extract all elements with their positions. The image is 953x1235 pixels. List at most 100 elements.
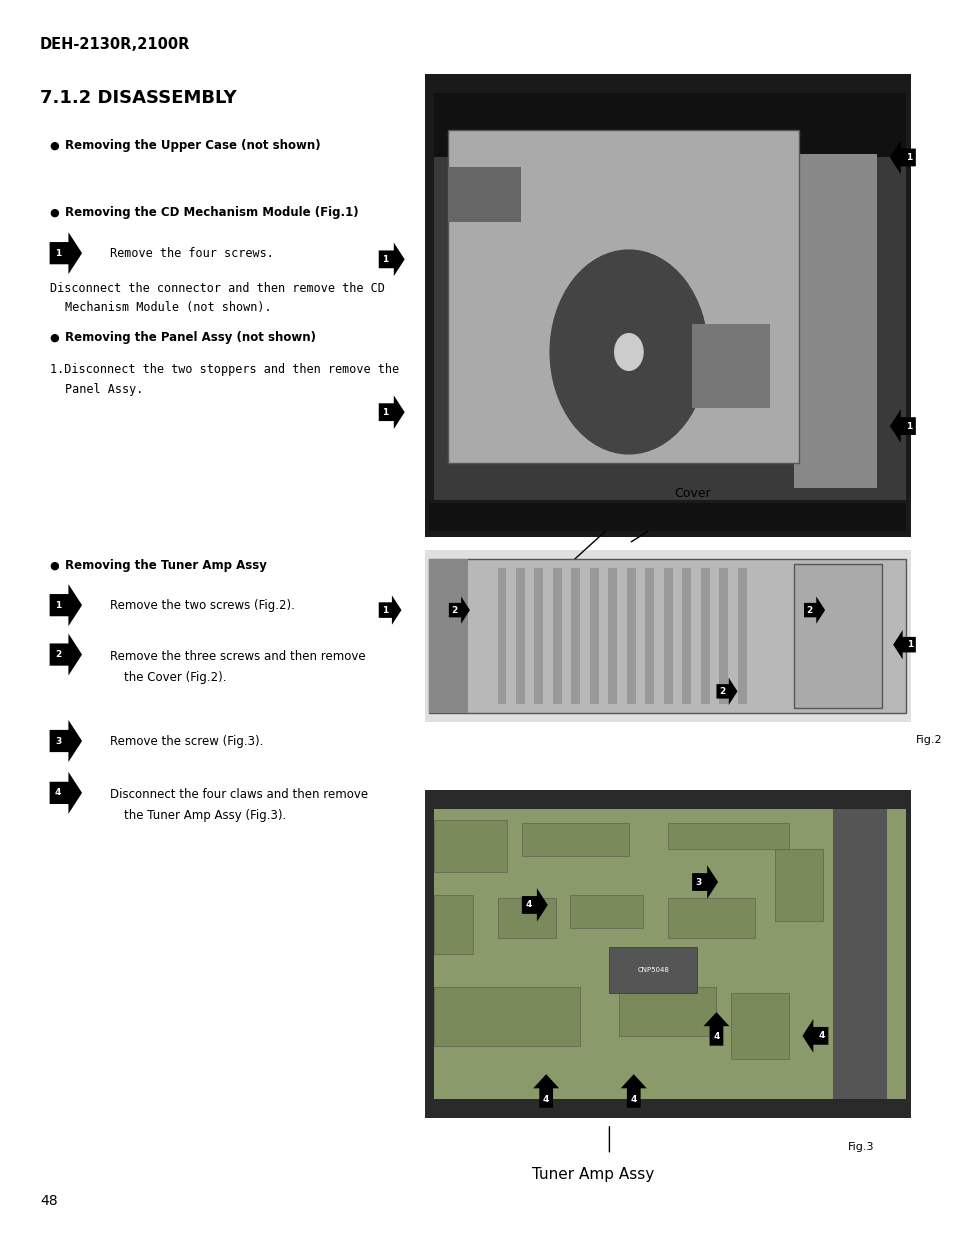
Text: 2: 2: [718, 687, 724, 695]
Polygon shape: [50, 772, 82, 814]
Text: 7.1.2 DISASSEMBLY: 7.1.2 DISASSEMBLY: [40, 89, 236, 107]
Bar: [618, 987, 716, 1036]
Polygon shape: [892, 630, 915, 659]
Text: Panel Assy.: Panel Assy.: [65, 383, 143, 396]
Text: 1: 1: [382, 254, 388, 264]
Text: ●: ●: [50, 332, 59, 342]
Bar: [434, 93, 905, 158]
Text: 1: 1: [906, 640, 912, 650]
Polygon shape: [50, 634, 82, 676]
Text: 4: 4: [818, 1031, 824, 1040]
Polygon shape: [803, 597, 824, 624]
Text: CNP5048: CNP5048: [637, 967, 668, 973]
Text: Remove the screw (Fig.3).: Remove the screw (Fig.3).: [110, 735, 263, 747]
Polygon shape: [448, 597, 470, 624]
Text: Removing the CD Mechanism Module (Fig.1): Removing the CD Mechanism Module (Fig.1): [65, 206, 358, 219]
Polygon shape: [716, 678, 737, 705]
Text: 4: 4: [542, 1094, 549, 1104]
Text: Removing the Panel Assy (not shown): Removing the Panel Assy (not shown): [65, 331, 315, 343]
Text: 1: 1: [55, 600, 61, 610]
Text: Fig.2: Fig.2: [915, 735, 942, 745]
Bar: [737, 568, 746, 704]
Text: Remove the two screws (Fig.2).: Remove the two screws (Fig.2).: [110, 599, 294, 611]
Text: Removing the Tuner Amp Assy: Removing the Tuner Amp Assy: [65, 559, 267, 572]
Polygon shape: [889, 409, 915, 443]
Bar: [667, 823, 788, 850]
Polygon shape: [378, 595, 401, 625]
Text: 1.Disconnect the two stoppers and then remove the: 1.Disconnect the two stoppers and then r…: [50, 363, 398, 377]
Circle shape: [550, 249, 707, 454]
Text: ●: ●: [50, 561, 59, 571]
Text: Fig.1: Fig.1: [842, 568, 868, 578]
Polygon shape: [533, 1074, 558, 1108]
Text: 4: 4: [713, 1032, 719, 1041]
Bar: [663, 568, 672, 704]
Text: Fig.3: Fig.3: [847, 1142, 873, 1152]
Text: Removing the Upper Case (not shown): Removing the Upper Case (not shown): [65, 140, 320, 152]
Bar: [429, 559, 905, 713]
Bar: [429, 559, 468, 713]
Polygon shape: [620, 1074, 646, 1108]
Bar: [448, 130, 798, 463]
Bar: [434, 99, 905, 500]
Bar: [589, 568, 598, 704]
Bar: [692, 325, 769, 408]
Bar: [424, 790, 910, 1118]
Bar: [667, 898, 755, 937]
Text: 3: 3: [55, 736, 61, 746]
Bar: [534, 568, 542, 704]
Bar: [609, 947, 697, 993]
Polygon shape: [801, 1019, 827, 1052]
Bar: [571, 568, 579, 704]
Text: Cover: Cover: [673, 487, 710, 500]
Text: 2: 2: [451, 605, 457, 615]
Circle shape: [614, 333, 642, 370]
Text: 1: 1: [382, 408, 388, 416]
Bar: [794, 564, 881, 708]
Text: 1: 1: [905, 153, 911, 162]
Polygon shape: [889, 141, 915, 174]
Text: CD Mechanism Module: CD Mechanism Module: [487, 584, 630, 598]
Bar: [434, 820, 507, 872]
Bar: [448, 167, 520, 222]
Text: the Cover (Fig.2).: the Cover (Fig.2).: [124, 671, 226, 684]
Polygon shape: [50, 584, 82, 626]
Polygon shape: [50, 232, 82, 274]
Text: Disconnect the connector and then remove the CD: Disconnect the connector and then remove…: [50, 282, 384, 295]
Polygon shape: [378, 395, 404, 429]
Text: 1: 1: [381, 605, 387, 615]
Polygon shape: [692, 866, 718, 899]
Text: 2: 2: [805, 605, 812, 615]
Bar: [553, 568, 561, 704]
Text: Tuner Amp Assy: Tuner Amp Assy: [531, 1167, 653, 1182]
Polygon shape: [521, 888, 547, 921]
Bar: [719, 568, 727, 704]
Text: 4: 4: [55, 788, 61, 798]
Text: 4: 4: [630, 1094, 637, 1104]
Text: the Tuner Amp Assy (Fig.3).: the Tuner Amp Assy (Fig.3).: [124, 809, 286, 823]
Bar: [434, 809, 905, 1099]
Bar: [681, 568, 690, 704]
Bar: [434, 987, 579, 1046]
Text: 2: 2: [55, 650, 61, 659]
Bar: [497, 568, 506, 704]
Bar: [429, 504, 905, 531]
Text: Remove the three screws and then remove: Remove the three screws and then remove: [110, 650, 365, 663]
Text: 1: 1: [905, 421, 911, 431]
Text: DEH-2130R,2100R: DEH-2130R,2100R: [40, 37, 191, 52]
Text: 1: 1: [55, 248, 61, 258]
Bar: [424, 550, 910, 722]
Polygon shape: [378, 242, 404, 277]
Bar: [832, 809, 885, 1099]
Bar: [794, 154, 876, 488]
Text: Mechanism Module (not shown).: Mechanism Module (not shown).: [65, 301, 272, 315]
Bar: [521, 823, 628, 856]
Text: 3: 3: [695, 878, 701, 887]
Text: 4: 4: [525, 900, 531, 909]
Bar: [700, 568, 709, 704]
Polygon shape: [50, 720, 82, 762]
Polygon shape: [702, 1013, 729, 1046]
Bar: [497, 898, 556, 937]
Bar: [434, 895, 473, 953]
Bar: [774, 850, 822, 921]
